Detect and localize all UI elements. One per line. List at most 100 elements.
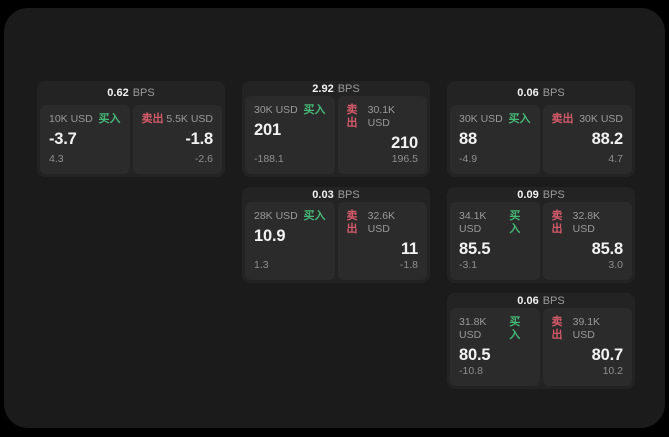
sell-size-label: 39.1K USD [572, 316, 601, 341]
quote-card-body: 30K USD 买入 201 -188.1 卖出 30.1K USD 210 1… [245, 96, 427, 174]
buy-panel-top: 30K USD 买入 [254, 104, 326, 117]
bps-unit-label: BPS [337, 82, 360, 95]
bps-value: 0.03 [312, 188, 334, 201]
sell-quote-panel[interactable]: 卖出 30.1K USD 210 196.5 [337, 96, 427, 174]
bps-header: 0.03 BPS [245, 187, 427, 202]
sell-tag[interactable]: 卖出 [551, 210, 563, 235]
quote-card-body: 31.8K USD 买入 80.5 -10.8 卖出 39.1K USD 80.… [450, 308, 632, 386]
bps-value: 0.06 [517, 294, 539, 307]
bps-unit-label: BPS [542, 294, 565, 307]
bps-value: 0.62 [107, 87, 129, 99]
sell-size-label: 30K USD [579, 113, 623, 125]
quote-card-body: 30K USD 买入 88 -4.9 卖出 30K USD 88.2 4.7 [450, 105, 632, 174]
buy-quote-panel[interactable]: 28K USD 买入 10.9 1.3 [245, 202, 335, 280]
sell-tag[interactable]: 卖出 [346, 104, 358, 129]
bps-unit-label: BPS [337, 188, 360, 201]
sell-delta: -2.6 [194, 153, 213, 165]
sell-tag[interactable]: 卖出 [141, 113, 164, 125]
buy-tag[interactable]: 买入 [509, 210, 521, 235]
buy-price: -3.7 [49, 130, 77, 148]
buy-quote-panel[interactable]: 30K USD 买入 88 -4.9 [450, 105, 540, 174]
sell-tag[interactable]: 卖出 [346, 210, 358, 235]
sell-size-label: 30.1K USD [367, 104, 396, 129]
sell-panel-top: 卖出 5.5K USD [142, 113, 214, 126]
sell-panel-top: 卖出 30.1K USD [347, 104, 419, 130]
buy-price: 80.5 [459, 346, 491, 364]
bps-header: 2.92 BPS [245, 81, 427, 96]
buy-panel-top: 34.1K USD 买入 [459, 210, 531, 236]
buy-quote-panel[interactable]: 30K USD 买入 201 -188.1 [245, 96, 335, 174]
quote-card-body: 10K USD 买入 -3.7 4.3 卖出 5.5K USD -1.8 -2.… [40, 105, 222, 174]
buy-panel-top: 30K USD 买入 [459, 113, 531, 126]
sell-price: -1.8 [185, 130, 213, 148]
bps-value: 0.09 [517, 188, 539, 201]
buy-price: 85.5 [459, 240, 491, 258]
buy-tag[interactable]: 买入 [509, 316, 521, 341]
buy-delta: -10.8 [459, 365, 483, 377]
bps-unit-label: BPS [132, 87, 155, 99]
quote-board: 0.62 BPS 10K USD 买入 -3.7 4.3 卖出 5.5K USD… [4, 8, 665, 428]
sell-size-label: 5.5K USD [166, 113, 213, 125]
sell-delta: -1.8 [399, 259, 418, 271]
sell-quote-panel[interactable]: 卖出 30K USD 88.2 4.7 [542, 105, 632, 174]
quote-card: 0.62 BPS 10K USD 买入 -3.7 4.3 卖出 5.5K USD… [37, 81, 225, 177]
buy-tag[interactable]: 买入 [508, 113, 531, 125]
quote-card: 0.06 BPS 31.8K USD 买入 80.5 -10.8 卖出 39.1… [447, 293, 635, 389]
buy-size-label: 31.8K USD [459, 316, 487, 341]
bps-header: 0.09 BPS [450, 187, 632, 202]
bps-header: 0.06 BPS [450, 81, 632, 105]
buy-quote-panel[interactable]: 31.8K USD 买入 80.5 -10.8 [450, 308, 540, 386]
bps-unit-label: BPS [542, 188, 565, 201]
quote-card-body: 28K USD 买入 10.9 1.3 卖出 32.6K USD 11 -1.8 [245, 202, 427, 280]
buy-size-label: 34.1K USD [459, 210, 487, 235]
buy-size-label: 28K USD [254, 210, 298, 222]
sell-delta: 4.7 [608, 153, 623, 165]
sell-panel-top: 卖出 32.6K USD [347, 210, 419, 236]
buy-tag[interactable]: 买入 [98, 113, 121, 125]
bps-value: 0.06 [517, 87, 539, 99]
sell-price: 80.7 [591, 346, 624, 364]
buy-quote-panel[interactable]: 10K USD 买入 -3.7 4.3 [40, 105, 130, 174]
sell-quote-panel[interactable]: 卖出 32.6K USD 11 -1.8 [337, 202, 427, 280]
sell-size-label: 32.6K USD [367, 210, 396, 235]
buy-delta: -3.1 [459, 259, 478, 271]
buy-delta: 4.3 [49, 153, 64, 165]
quote-card: 0.03 BPS 28K USD 买入 10.9 1.3 卖出 32.6K US… [242, 187, 430, 283]
buy-price: 10.9 [254, 227, 286, 245]
sell-quote-panel[interactable]: 卖出 32.8K USD 85.8 3.0 [542, 202, 632, 280]
buy-tag[interactable]: 买入 [303, 210, 326, 222]
quote-grid: 0.62 BPS 10K USD 买入 -3.7 4.3 卖出 5.5K USD… [37, 81, 635, 389]
sell-delta: 196.5 [391, 153, 418, 165]
sell-size-label: 32.8K USD [572, 210, 601, 235]
bps-header: 0.06 BPS [450, 293, 632, 308]
sell-price: 85.8 [591, 240, 624, 258]
bps-unit-label: BPS [542, 87, 565, 99]
sell-delta: 3.0 [608, 259, 623, 271]
sell-price: 11 [400, 240, 418, 258]
buy-size-label: 10K USD [49, 113, 93, 125]
quote-card: 0.09 BPS 34.1K USD 买入 85.5 -3.1 卖出 32.8K… [447, 187, 635, 283]
buy-delta: -4.9 [459, 153, 478, 165]
sell-quote-panel[interactable]: 卖出 39.1K USD 80.7 10.2 [542, 308, 632, 386]
quote-card: 2.92 BPS 30K USD 买入 201 -188.1 卖出 30.1K … [242, 81, 430, 177]
buy-size-label: 30K USD [459, 113, 503, 125]
sell-price: 210 [391, 134, 418, 152]
bps-value: 2.92 [312, 82, 334, 95]
buy-delta: -188.1 [254, 153, 284, 165]
buy-panel-top: 28K USD 买入 [254, 210, 326, 223]
sell-panel-top: 卖出 32.8K USD [552, 210, 624, 236]
buy-tag[interactable]: 买入 [303, 104, 326, 116]
quote-card-body: 34.1K USD 买入 85.5 -3.1 卖出 32.8K USD 85.8… [450, 202, 632, 280]
sell-tag[interactable]: 卖出 [551, 113, 574, 125]
buy-price: 201 [254, 121, 281, 139]
buy-panel-top: 10K USD 买入 [49, 113, 121, 126]
sell-panel-top: 卖出 30K USD [552, 113, 624, 126]
buy-quote-panel[interactable]: 34.1K USD 买入 85.5 -3.1 [450, 202, 540, 280]
sell-panel-top: 卖出 39.1K USD [552, 316, 624, 342]
sell-delta: 10.2 [602, 365, 623, 377]
bps-header: 0.62 BPS [40, 81, 222, 105]
sell-price: 88.2 [591, 130, 624, 148]
sell-tag[interactable]: 卖出 [551, 316, 563, 341]
sell-quote-panel[interactable]: 卖出 5.5K USD -1.8 -2.6 [132, 105, 222, 174]
buy-price: 88 [459, 130, 477, 148]
